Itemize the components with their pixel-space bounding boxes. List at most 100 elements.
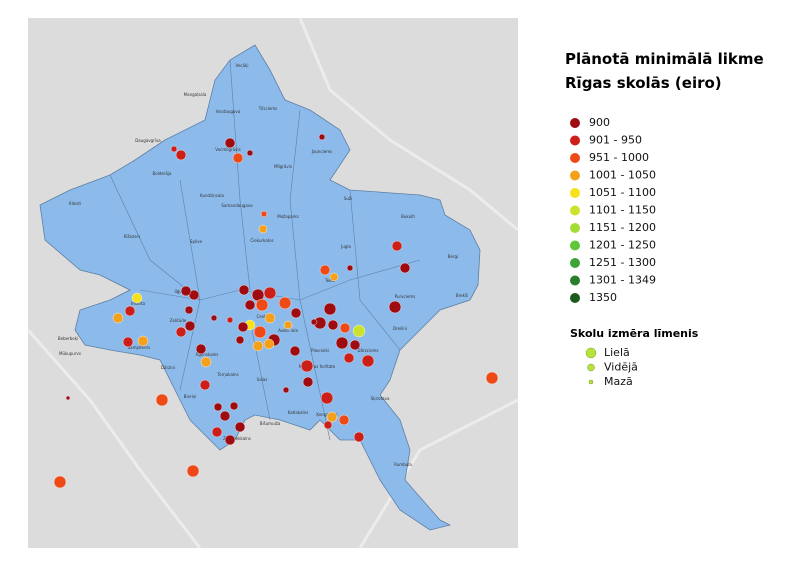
district-label: Ķengarags	[316, 412, 337, 417]
district-label: Suži	[344, 196, 352, 201]
school	[155, 393, 169, 407]
legend-label: 1251 - 1300	[589, 256, 656, 269]
school	[278, 296, 292, 310]
school	[255, 298, 269, 312]
school	[238, 284, 250, 296]
district-label: Dārzciems	[357, 348, 378, 353]
school	[170, 145, 178, 153]
school	[175, 149, 187, 161]
legend-swatch	[570, 293, 580, 303]
school	[346, 264, 354, 272]
district-label: Dārziņi	[161, 365, 175, 370]
legend-swatch	[570, 188, 580, 198]
district-label: Imanta	[131, 301, 146, 306]
legend-swatch	[570, 223, 580, 233]
district-label: Āgenskalns	[196, 352, 219, 357]
school	[327, 319, 339, 331]
size-label: Vidējā	[604, 361, 638, 374]
school	[310, 318, 318, 326]
district-label: Rumbula	[394, 462, 412, 467]
school	[335, 336, 349, 350]
legend-label: 900	[589, 116, 610, 129]
legend-label: 1101 - 1150	[589, 204, 656, 217]
title-line: Plānotā minimālā likme	[565, 50, 764, 68]
size-swatch	[588, 379, 594, 385]
district-label: Centrs	[256, 314, 269, 319]
school	[319, 264, 331, 276]
title-line: Rīgas skolās (eiro)	[565, 74, 722, 92]
size-legend-title: Skolu izmēra līmenis	[570, 327, 699, 340]
district-label: Sarkandaugava	[221, 203, 253, 208]
school	[323, 420, 333, 430]
district-label: Bukulti	[401, 214, 415, 219]
district-label: Maskavas forštate	[299, 364, 336, 369]
legend-label: 1001 - 1050	[589, 169, 656, 182]
school	[326, 411, 338, 423]
size-swatch	[585, 347, 597, 359]
school	[65, 395, 71, 401]
district-label: Plavnieki	[311, 348, 329, 353]
legend-swatch	[570, 205, 580, 216]
district-label: Zolitūde	[170, 318, 187, 323]
school	[282, 386, 290, 394]
school	[485, 371, 499, 385]
school	[391, 240, 403, 252]
district-label: Mīlgrāvis	[274, 164, 292, 169]
school	[219, 410, 231, 422]
legend-swatch	[570, 258, 580, 268]
district-labels: Vecāķi Mangaļsala Vecdaugava Trīsciems Dauga…	[58, 63, 468, 467]
school	[235, 335, 245, 345]
size-label: Mazā	[604, 375, 633, 388]
legend-label: 1301 - 1349	[589, 274, 656, 287]
legend-swatch	[570, 275, 580, 286]
schools	[53, 133, 499, 489]
school	[258, 224, 268, 234]
roads	[26, 17, 519, 549]
school	[229, 401, 239, 411]
school	[353, 431, 365, 443]
school	[211, 426, 223, 438]
school	[329, 272, 339, 282]
district-label: Purvciems	[395, 294, 416, 299]
district-label: Bolderāja	[153, 171, 173, 176]
school	[388, 300, 402, 314]
school	[283, 320, 293, 330]
school	[184, 305, 194, 315]
legend-swatch	[570, 170, 580, 181]
school	[320, 391, 334, 405]
legend-swatch	[570, 153, 580, 163]
school	[352, 324, 366, 338]
school	[224, 434, 236, 446]
size-label: Lielā	[604, 346, 630, 359]
school	[318, 133, 326, 141]
district-label: Kleisti	[69, 201, 81, 206]
school	[290, 307, 302, 319]
district-label: Jaunciems	[311, 149, 332, 154]
district-label: Salas	[257, 377, 268, 382]
school	[122, 336, 134, 348]
district-label: Avotu iela	[278, 328, 298, 333]
school	[131, 292, 143, 304]
district-label: Bergi	[448, 254, 458, 259]
school	[338, 414, 350, 426]
school	[349, 339, 361, 351]
district-label: Kundziņsala	[200, 193, 224, 198]
district-label: Vecmīlgrāvis	[215, 147, 240, 152]
district-label: Kīšezers	[124, 234, 141, 239]
school	[200, 356, 212, 368]
district-label: Katlakalns	[288, 410, 309, 415]
district-label: Teika	[324, 278, 336, 283]
legend-label: 1350	[589, 291, 617, 304]
legend-swatch	[570, 240, 580, 251]
school	[226, 316, 234, 324]
size-swatch	[587, 363, 595, 372]
school	[263, 338, 275, 350]
school	[186, 464, 200, 478]
school	[234, 421, 246, 433]
district-label: Bieriņi	[184, 394, 197, 399]
school	[53, 475, 67, 489]
school	[361, 354, 375, 368]
school	[195, 343, 207, 355]
